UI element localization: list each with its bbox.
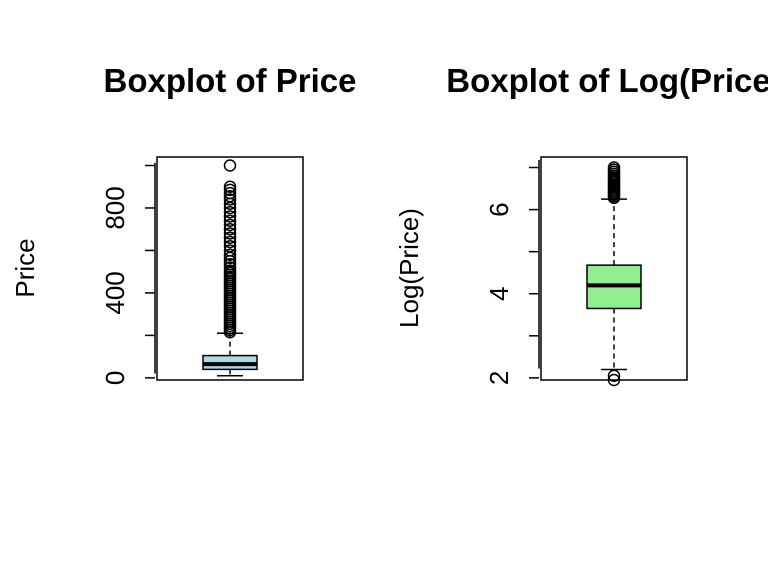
log-price-outlier-point <box>607 161 621 174</box>
price-outlier-point <box>223 261 237 274</box>
price-outlier-point <box>223 231 237 244</box>
price-outliers <box>223 159 237 339</box>
price-outlier-point <box>223 258 237 271</box>
log-price-y-tick-label-2: 2 <box>484 371 514 385</box>
price-outlier-point <box>223 159 237 172</box>
price-y-ticks: 0 400 800 <box>100 164 155 385</box>
price-outlier-point <box>223 235 237 249</box>
log-price-y-tick-label-4: 4 <box>484 287 514 301</box>
log-price-outliers <box>607 161 621 387</box>
price-y-axis-label: Price <box>10 238 40 297</box>
price-outlier-point <box>223 239 237 253</box>
price-plot-frame <box>156 156 304 381</box>
price-y-tick-label-800: 800 <box>100 186 130 229</box>
price-outlier-point <box>223 218 237 232</box>
log-price-y-tick-label-6: 6 <box>484 202 514 216</box>
price-outlier-point <box>223 227 237 240</box>
log-price-y-ticks: 2 4 6 <box>484 166 539 385</box>
price-outlier-point <box>223 214 237 227</box>
price-outlier-point <box>223 193 237 206</box>
log-price-box <box>586 198 642 371</box>
price-y-tick-label-400: 400 <box>100 271 130 314</box>
price-box <box>202 332 258 377</box>
log-price-boxplot-title: Boxplot of Log(Price) <box>446 62 768 99</box>
price-boxplot-title: Boxplot of Price <box>103 62 356 99</box>
price-outlier-point <box>223 183 237 197</box>
price-outlier-point <box>223 205 237 219</box>
price-outlier-point <box>223 180 237 193</box>
log-price-boxplot-panel: Boxplot of Log(Price) Log(Price) 2 4 6 <box>394 62 768 387</box>
price-outlier-point <box>223 264 237 277</box>
price-outlier-point <box>223 222 237 236</box>
log-price-plot-frame <box>540 156 688 381</box>
log-price-outlier-point <box>607 369 621 383</box>
price-outlier-point <box>223 210 237 223</box>
price-y-tick-label-0: 0 <box>100 371 130 385</box>
log-price-outlier-point <box>607 373 621 387</box>
price-outlier-point <box>223 248 237 261</box>
price-outlier-point <box>223 190 237 203</box>
log-price-y-axis-label: Log(Price) <box>394 208 424 328</box>
price-outlier-point <box>223 244 237 257</box>
price-boxplot-panel: Boxplot of Price Price 0 400 800 <box>10 62 357 385</box>
price-outlier-point <box>223 186 237 200</box>
